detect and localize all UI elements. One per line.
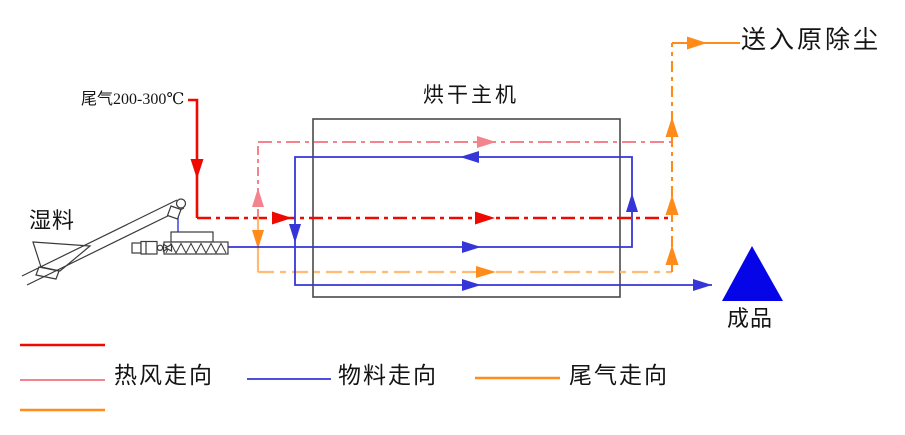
exhaust-up-arrow-1 [665, 245, 679, 265]
material-right-arrow-1 [462, 241, 481, 253]
feeder-motor [140, 240, 158, 255]
hot-air-pass2-right-arrow [477, 136, 496, 148]
exhaust-right-arrow [476, 266, 496, 278]
feed-conveyor-top-edge [21, 199, 178, 277]
exhaust-outlet-arrow [687, 36, 707, 50]
material-right-arrow-3 [693, 279, 712, 291]
exhaust-down-arrow [252, 230, 264, 249]
screw-flight-zigzag [165, 242, 227, 255]
material-route-line [228, 156, 712, 286]
hopper-foot [35, 266, 60, 280]
legend-label-hot-air: 热风走向 [114, 363, 214, 388]
hot-air-up-arrow [252, 188, 264, 207]
material-up-arrow [626, 193, 638, 212]
exhaust-up-arrow-3 [665, 117, 679, 137]
material-down-arrow [289, 224, 301, 243]
hot-air-down-arrow [190, 159, 204, 179]
legend-label-material: 物料走向 [338, 363, 438, 388]
coupling-disc [156, 244, 164, 251]
hot-air-right-arrow-1 [272, 211, 292, 225]
dryer-machine-box [312, 118, 621, 298]
material-left-arrow [460, 151, 479, 163]
dust-removal-label: 送入原除尘 [741, 27, 882, 54]
exhaust-up-arrow-2 [665, 195, 679, 215]
feeding-equipment [21, 198, 229, 286]
feed-conveyor-bottom-edge [26, 207, 185, 286]
legend-label-exhaust: 尾气走向 [569, 363, 669, 388]
conveyor-discharge-chute [166, 205, 182, 220]
feeder-inlet-box [170, 231, 214, 243]
hot-air-right-arrow-2 [475, 211, 495, 225]
motor-end-cap [131, 242, 142, 254]
finished-product-triangle [722, 246, 783, 301]
finished-product-label: 成品 [727, 306, 774, 331]
coupling-right [164, 243, 173, 252]
dryer-title: 烘干主机 [423, 83, 519, 107]
conveyor-head-pulley [175, 198, 187, 209]
exhaust-input-label: 尾气200-300℃ [81, 91, 185, 108]
material-right-arrow-2 [462, 279, 481, 291]
wet-material-label: 湿料 [29, 208, 76, 233]
